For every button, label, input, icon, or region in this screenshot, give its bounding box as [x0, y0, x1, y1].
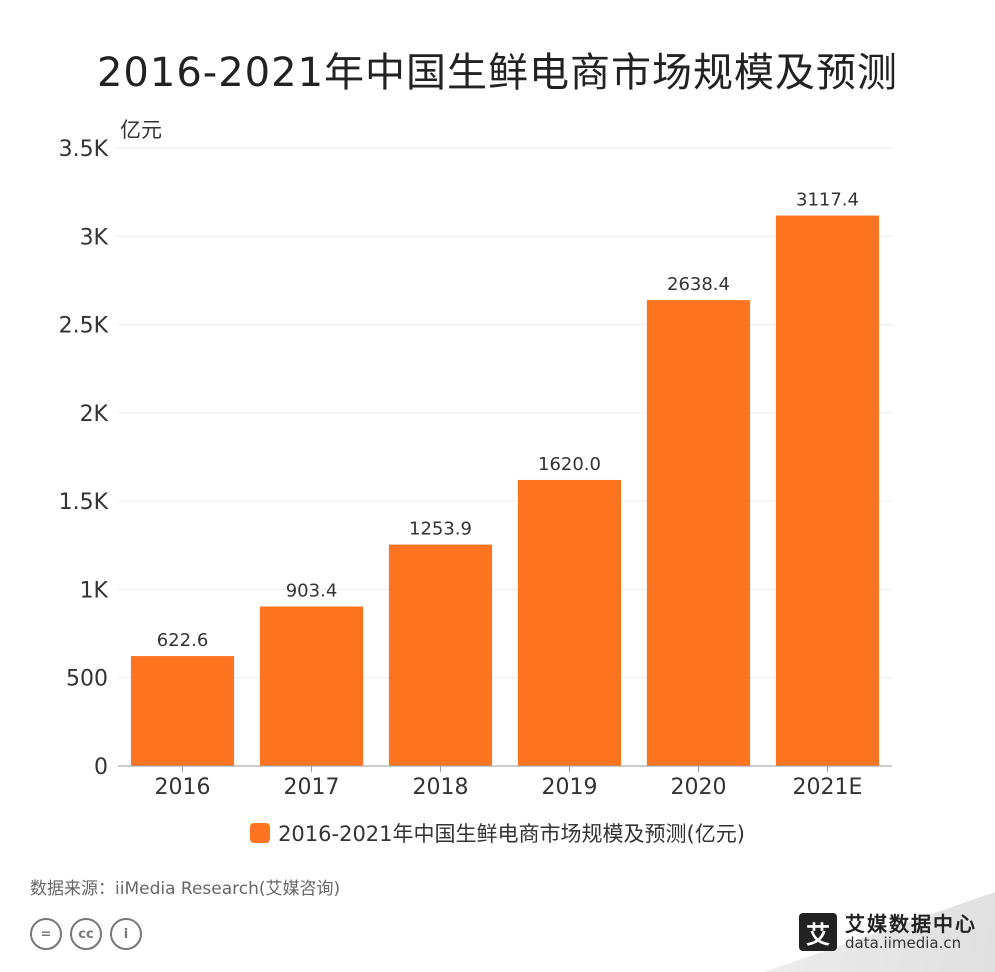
legend-swatch [250, 823, 271, 843]
y-tick-label: 2K [80, 402, 109, 427]
x-axis-ticks: 2016 2017 2018 2019 2020 2021E [155, 766, 863, 800]
y-axis-unit-label: 亿元 [120, 118, 162, 142]
bar[interactable] [259, 606, 364, 766]
y-tick-label: 500 [66, 667, 108, 692]
y-tick-label: 3.5K [59, 137, 109, 162]
bar-chart: 亿元 0 500 1K 1.5K 2K 2.5K 3K 3.5K 622.6 903.4 1253… [59, 118, 892, 800]
data-label: 2638.4 [667, 274, 730, 295]
bar[interactable] [388, 544, 493, 766]
x-tick-label: 2016 [155, 775, 211, 800]
y-tick-label: 0 [94, 755, 108, 780]
bar[interactable] [775, 215, 880, 767]
cc-icon: cc [70, 918, 102, 950]
x-tick-label: 2017 [284, 775, 340, 800]
x-tick-label: 2019 [542, 775, 598, 800]
brand-url: data.iimedia.cn [845, 934, 962, 952]
x-tick-label: 2020 [671, 775, 727, 800]
data-label: 1620.0 [538, 454, 601, 475]
legend-label: 2016-2021年中国生鲜电商市场规模及预测(亿元) [278, 822, 745, 846]
legend[interactable]: 2016-2021年中国生鲜电商市场规模及预测(亿元) [0, 818, 995, 848]
brand-logo: 艾 [799, 913, 837, 951]
y-tick-label: 3K [80, 225, 109, 250]
y-tick-label: 1.5K [59, 490, 109, 515]
data-label: 622.6 [157, 630, 209, 651]
bar[interactable] [517, 479, 622, 766]
x-tick-label: 2018 [413, 775, 469, 800]
y-axis-ticks: 0 500 1K 1.5K 2K 2.5K 3K 3.5K [59, 137, 109, 780]
brand-block: 艾 艾媒数据中心 data.iimedia.cn [799, 913, 977, 951]
bar[interactable] [646, 300, 751, 766]
brand-name: 艾媒数据中心 [845, 912, 977, 936]
data-label: 903.4 [286, 580, 338, 601]
data-label: 1253.9 [409, 519, 472, 540]
y-tick-label: 1K [80, 578, 109, 603]
grid-lines [118, 147, 892, 679]
x-tick-label: 2021E [793, 775, 863, 800]
license-icons: = cc i [30, 918, 142, 950]
bars [130, 215, 880, 767]
data-labels: 622.6 903.4 1253.9 1620.0 2638.4 3117.4 [157, 190, 859, 652]
equals-icon: = [30, 918, 62, 950]
y-tick-label: 2.5K [59, 314, 109, 339]
data-label: 3117.4 [796, 190, 859, 211]
source-note: 数据来源：iiMedia Research(艾媒咨询) [30, 879, 341, 899]
bar[interactable] [130, 656, 235, 766]
chart-title: 2016-2021年中国生鲜电商市场规模及预测 [96, 50, 899, 96]
person-icon: i [110, 918, 142, 950]
